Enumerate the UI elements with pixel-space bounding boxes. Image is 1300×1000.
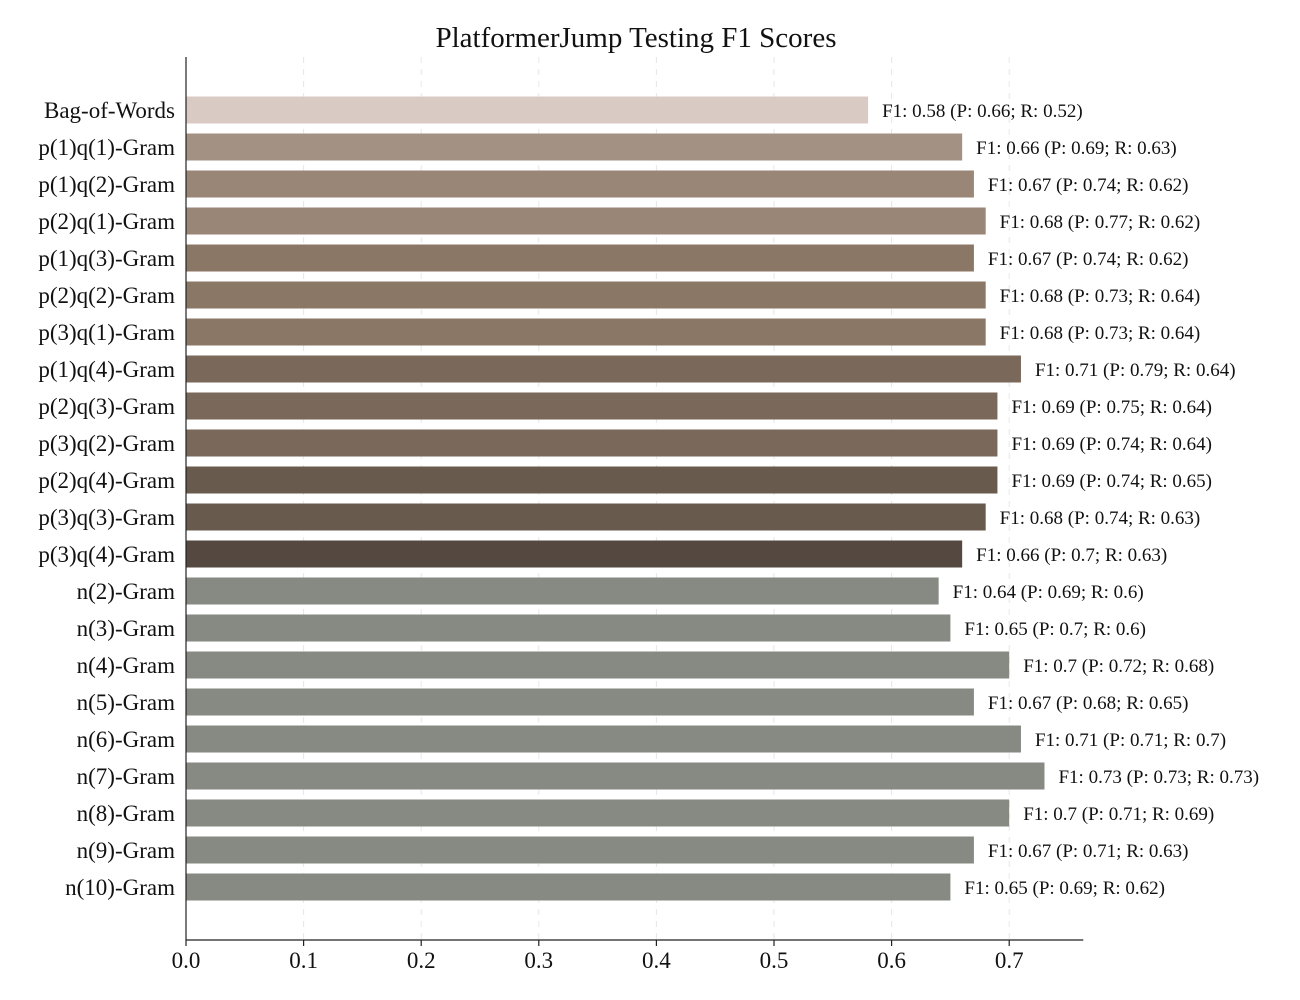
bar <box>186 170 974 198</box>
x-tick-label: 0.5 <box>760 948 789 973</box>
axes <box>185 57 1084 941</box>
x-ticks: 0.0 0.1 0.2 0.3 0.4 0.5 0.6 0.7 <box>172 940 1024 973</box>
bar <box>186 281 986 309</box>
x-tick-label: 0.6 <box>877 948 906 973</box>
bar-value-label: F1: 0.65 (P: 0.69; R: 0.62) <box>964 878 1165 899</box>
bar-value-label: F1: 0.65 (P: 0.7; R: 0.6) <box>964 619 1146 640</box>
x-tick-label: 0.2 <box>407 948 436 973</box>
chart-title: PlatformerJump Testing F1 Scores <box>436 22 837 54</box>
x-tick-label: 0.7 <box>995 948 1024 973</box>
bar-value-labels: F1: 0.58 (P: 0.66; R: 0.52) F1: 0.66 (P: … <box>882 101 1259 899</box>
bar <box>186 762 1045 790</box>
bar <box>186 836 974 864</box>
x-tick-label: 0.4 <box>642 948 671 973</box>
category-label: p(3)q(3)-Gram <box>38 505 175 530</box>
category-label: p(1)q(4)-Gram <box>38 357 175 382</box>
category-label: n(5)-Gram <box>77 690 175 715</box>
bar-value-label: F1: 0.67 (P: 0.74; R: 0.62) <box>988 175 1189 196</box>
bar-value-label: F1: 0.69 (P: 0.74; R: 0.65) <box>1011 471 1212 492</box>
category-label: p(1)q(3)-Gram <box>38 246 175 271</box>
bar-value-label: F1: 0.7 (P: 0.72; R: 0.68) <box>1023 656 1214 677</box>
bar <box>186 207 986 235</box>
category-label: p(3)q(2)-Gram <box>38 431 175 456</box>
category-label: n(7)-Gram <box>77 764 175 789</box>
bar <box>186 503 986 531</box>
bar-value-label: F1: 0.68 (P: 0.73; R: 0.64) <box>1000 286 1201 307</box>
category-label: n(2)-Gram <box>77 579 175 604</box>
bar-value-label: F1: 0.71 (P: 0.71; R: 0.7) <box>1035 730 1226 751</box>
category-label: n(3)-Gram <box>77 616 175 641</box>
bar <box>186 651 1010 679</box>
bar-value-label: F1: 0.64 (P: 0.69; R: 0.6) <box>953 582 1144 603</box>
bar <box>186 133 963 161</box>
bar-value-label: F1: 0.73 (P: 0.73; R: 0.73) <box>1058 767 1259 788</box>
bar <box>186 577 939 605</box>
category-label: n(4)-Gram <box>77 653 175 678</box>
bar <box>186 540 963 568</box>
bar-value-label: F1: 0.7 (P: 0.71; R: 0.69) <box>1023 804 1214 825</box>
bar-value-label: F1: 0.67 (P: 0.74; R: 0.62) <box>988 249 1189 270</box>
bar <box>186 318 986 346</box>
category-labels: Bag-of-Words p(1)q(1)-Gram p(1)q(2)-Gram p(… <box>38 98 175 900</box>
bar <box>186 96 869 124</box>
bar-value-label: F1: 0.67 (P: 0.71; R: 0.63) <box>988 841 1189 862</box>
category-label: p(1)q(1)-Gram <box>38 135 175 160</box>
bar <box>186 355 1021 383</box>
bar-value-label: F1: 0.66 (P: 0.69; R: 0.63) <box>976 138 1177 159</box>
bar <box>186 688 974 716</box>
bar <box>186 244 974 272</box>
bar-value-label: F1: 0.71 (P: 0.79; R: 0.64) <box>1035 360 1236 381</box>
bar-value-label: F1: 0.69 (P: 0.74; R: 0.64) <box>1011 434 1212 455</box>
category-label: Bag-of-Words <box>44 98 175 123</box>
category-label: p(2)q(3)-Gram <box>38 394 175 419</box>
grid-lines <box>303 57 1010 940</box>
category-label: p(3)q(4)-Gram <box>38 542 175 567</box>
bar-value-label: F1: 0.58 (P: 0.66; R: 0.52) <box>882 101 1083 122</box>
category-label: n(6)-Gram <box>77 727 175 752</box>
bar <box>186 614 951 642</box>
category-label: p(2)q(4)-Gram <box>38 468 175 493</box>
bar-value-label: F1: 0.66 (P: 0.7; R: 0.63) <box>976 545 1167 566</box>
x-tick-label: 0.3 <box>524 948 553 973</box>
category-label: n(10)-Gram <box>65 875 175 900</box>
bar <box>186 429 998 457</box>
category-label: p(1)q(2)-Gram <box>38 172 175 197</box>
bar-value-label: F1: 0.67 (P: 0.68; R: 0.65) <box>988 693 1189 714</box>
category-label: n(8)-Gram <box>77 801 175 826</box>
bar-value-label: F1: 0.68 (P: 0.73; R: 0.64) <box>1000 323 1201 344</box>
bar <box>186 466 998 494</box>
category-label: p(2)q(2)-Gram <box>38 283 175 308</box>
category-label: n(9)-Gram <box>77 838 175 863</box>
category-label: p(2)q(1)-Gram <box>38 209 175 234</box>
bar <box>186 799 1010 827</box>
x-tick-label: 0.0 <box>172 948 201 973</box>
bar <box>186 392 998 420</box>
category-label: p(3)q(1)-Gram <box>38 320 175 345</box>
bar <box>186 873 951 901</box>
bars <box>186 96 1045 901</box>
bar-value-label: F1: 0.68 (P: 0.74; R: 0.63) <box>1000 508 1201 529</box>
bar-value-label: F1: 0.69 (P: 0.75; R: 0.64) <box>1011 397 1212 418</box>
bar-value-label: F1: 0.68 (P: 0.77; R: 0.62) <box>1000 212 1201 233</box>
x-tick-label: 0.1 <box>289 948 318 973</box>
bar <box>186 725 1021 753</box>
